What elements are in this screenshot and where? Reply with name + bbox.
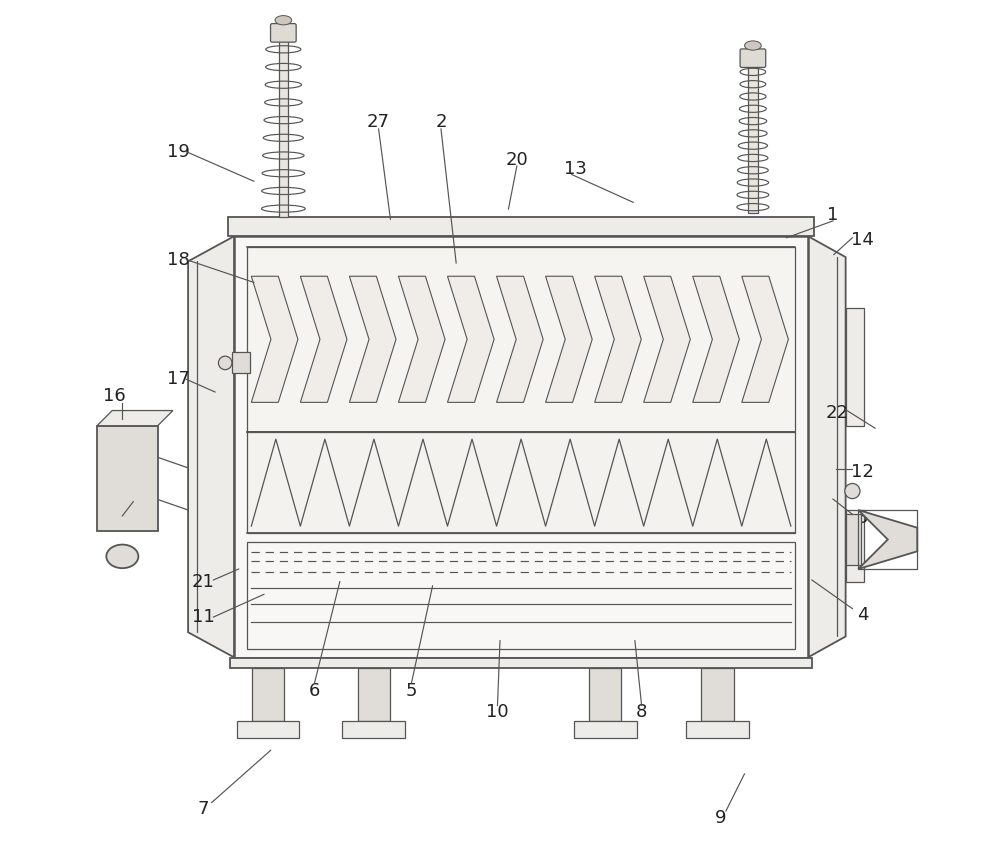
Polygon shape [858, 510, 917, 569]
Text: 4: 4 [857, 606, 868, 625]
Bar [247, 247, 795, 432]
Ellipse shape [845, 484, 860, 499]
Polygon shape [497, 277, 543, 402]
Bar [279, 40, 288, 217]
Ellipse shape [218, 356, 232, 369]
Bar [748, 66, 758, 213]
Polygon shape [742, 277, 788, 402]
Text: 19: 19 [167, 142, 189, 161]
Text: 1: 1 [827, 206, 839, 224]
Bar [247, 432, 795, 534]
Bar [589, 668, 621, 721]
Text: 22: 22 [826, 404, 849, 422]
Bar [846, 510, 864, 582]
Text: 11: 11 [192, 608, 215, 626]
Text: 3: 3 [857, 509, 868, 528]
Polygon shape [693, 277, 739, 402]
Polygon shape [808, 236, 846, 658]
Bar [846, 308, 864, 426]
Bar [701, 668, 734, 721]
Ellipse shape [275, 16, 292, 24]
Text: 2: 2 [435, 113, 447, 132]
Polygon shape [300, 277, 347, 402]
Bar [858, 510, 917, 569]
Text: 20: 20 [505, 151, 528, 169]
Text: 5: 5 [406, 682, 417, 701]
Bar [228, 217, 814, 236]
Bar [574, 721, 637, 738]
Text: 8: 8 [636, 703, 647, 722]
Text: 10: 10 [486, 703, 509, 722]
Bar [686, 721, 749, 738]
Text: 14: 14 [851, 231, 874, 250]
Text: 15: 15 [102, 513, 125, 532]
Text: 6: 6 [309, 682, 320, 701]
Polygon shape [398, 277, 445, 402]
Bar [230, 658, 812, 668]
Text: 13: 13 [564, 159, 587, 178]
Text: 17: 17 [167, 370, 189, 389]
Text: 27: 27 [367, 113, 390, 132]
Polygon shape [546, 277, 592, 402]
Bar [234, 236, 808, 658]
Ellipse shape [745, 41, 761, 51]
Polygon shape [595, 277, 641, 402]
Text: 18: 18 [167, 250, 189, 269]
Bar [97, 426, 158, 531]
Bar [247, 541, 795, 649]
Bar [232, 352, 250, 373]
Polygon shape [97, 411, 173, 426]
FancyBboxPatch shape [271, 24, 296, 42]
Text: 16: 16 [103, 387, 125, 405]
Ellipse shape [106, 545, 138, 568]
Polygon shape [448, 277, 494, 402]
Bar [846, 514, 861, 565]
FancyBboxPatch shape [740, 49, 766, 67]
Polygon shape [188, 236, 234, 658]
Bar [252, 668, 284, 721]
Bar [358, 668, 390, 721]
Polygon shape [251, 277, 298, 402]
Text: 9: 9 [715, 808, 727, 827]
Bar [237, 721, 299, 738]
Bar [342, 721, 405, 738]
Text: 21: 21 [192, 572, 215, 591]
Polygon shape [644, 277, 690, 402]
Text: 12: 12 [851, 463, 874, 481]
Text: 7: 7 [198, 800, 209, 819]
Polygon shape [349, 277, 396, 402]
